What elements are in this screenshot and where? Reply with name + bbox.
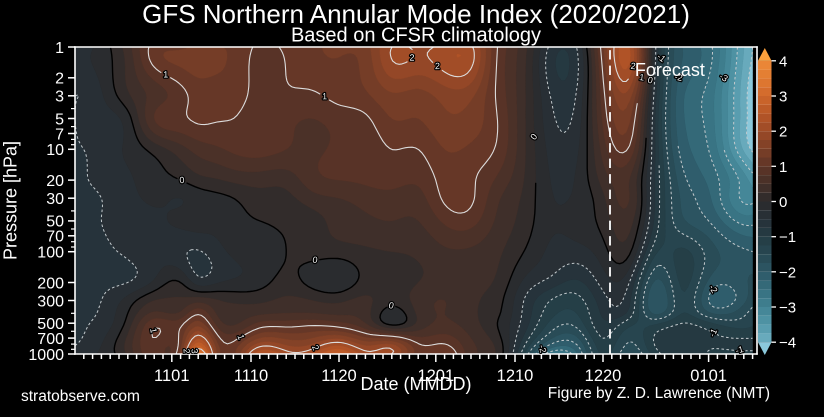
svg-text:30: 30: [46, 191, 64, 208]
svg-text:70: 70: [46, 229, 64, 246]
svg-text:−2: −2: [779, 264, 796, 281]
svg-text:2: 2: [55, 71, 64, 88]
svg-text:Figure by Z. D. Lawrence (NMT): Figure by Z. D. Lawrence (NMT): [548, 385, 770, 402]
svg-text:200: 200: [37, 275, 64, 292]
svg-text:10: 10: [46, 142, 64, 159]
svg-text:Pressure [hPa]: Pressure [hPa]: [1, 141, 21, 260]
svg-text:500: 500: [37, 316, 64, 333]
svg-text:20: 20: [46, 173, 64, 190]
svg-text:1201: 1201: [417, 367, 454, 385]
svg-text:1000: 1000: [28, 347, 64, 364]
svg-text:0: 0: [779, 194, 787, 211]
svg-text:Based on CFSR climatology: Based on CFSR climatology: [291, 24, 541, 46]
svg-text:7: 7: [55, 126, 64, 143]
svg-text:1220: 1220: [585, 367, 622, 385]
svg-text:2: 2: [779, 124, 787, 141]
svg-text:1210: 1210: [497, 367, 534, 385]
svg-text:−3: −3: [779, 299, 796, 316]
svg-text:Forecast: Forecast: [635, 60, 705, 80]
svg-text:1110: 1110: [234, 367, 268, 385]
svg-text:1120: 1120: [321, 367, 356, 385]
svg-text:100: 100: [37, 245, 64, 262]
svg-text:1101: 1101: [154, 367, 189, 385]
svg-text:5: 5: [55, 111, 64, 128]
svg-text:−1: −1: [779, 229, 796, 246]
svg-text:50: 50: [46, 214, 64, 231]
svg-text:0101: 0101: [690, 367, 727, 385]
svg-text:3: 3: [779, 88, 787, 105]
svg-text:1: 1: [779, 159, 787, 176]
svg-text:4: 4: [779, 53, 787, 70]
svg-text:stratobserve.com: stratobserve.com: [21, 388, 140, 405]
svg-text:GFS Northern Annular Mode Inde: GFS Northern Annular Mode Index (2020/20…: [142, 0, 690, 29]
svg-text:300: 300: [37, 293, 64, 310]
svg-text:−4: −4: [779, 335, 796, 352]
svg-text:3: 3: [55, 89, 64, 106]
svg-text:700: 700: [37, 331, 64, 348]
svg-text:Date (MMDD): Date (MMDD): [361, 374, 472, 394]
svg-text:1: 1: [55, 40, 64, 57]
